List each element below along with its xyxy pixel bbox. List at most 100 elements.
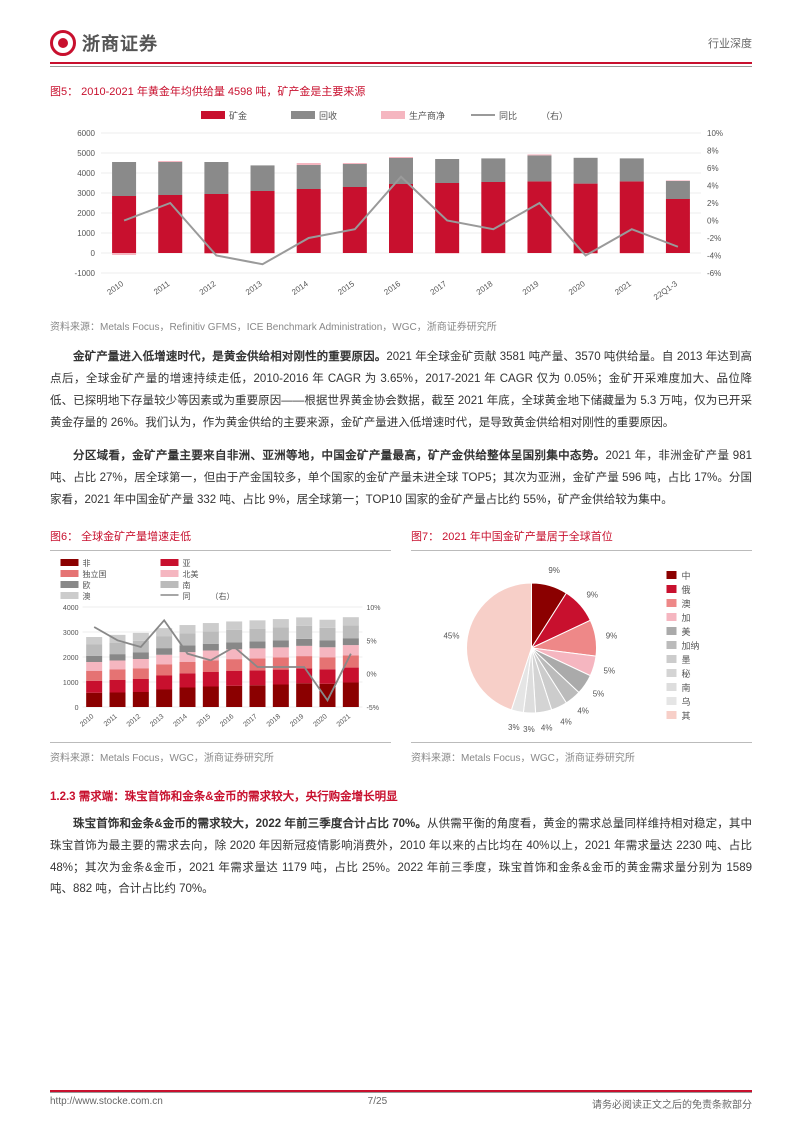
fig6-title: 图6： 全球金矿产量增速走低 xyxy=(50,528,391,544)
svg-text:3000: 3000 xyxy=(63,630,79,637)
svg-text:生产商净: 生产商净 xyxy=(409,110,445,121)
svg-text:同: 同 xyxy=(183,592,191,601)
svg-text:2021: 2021 xyxy=(336,713,353,728)
page-footer: http://www.stocke.com.cn 7/25 请务必阅读正文之后的… xyxy=(50,1092,752,1111)
para1-bold: 金矿产量进入低增速时代，是黄金供给相对刚性的重要原因。 xyxy=(73,351,386,363)
svg-text:2013: 2013 xyxy=(149,713,166,728)
svg-text:5%: 5% xyxy=(593,689,605,698)
brand-logo: 浙商证券 xyxy=(50,30,158,56)
svg-text:-2%: -2% xyxy=(707,234,721,243)
svg-text:非: 非 xyxy=(83,558,91,568)
svg-text:5000: 5000 xyxy=(77,149,95,158)
svg-text:2011: 2011 xyxy=(103,713,119,728)
paragraph-1: 金矿产量进入低增速时代，是黄金供给相对刚性的重要原因。2021 年全球金矿贡献 … xyxy=(50,347,752,434)
logo-icon xyxy=(50,30,76,56)
para3-bold: 珠宝首饰和金条&金币的需求较大，2022 年前三季度合计占比 70%。 xyxy=(73,818,427,830)
svg-text:4000: 4000 xyxy=(63,605,79,612)
footer-disclaimer: 请务必阅读正文之后的免责条款部分 xyxy=(592,1096,752,1111)
fig6-chart: 非亚独立国北美欧南澳同（右）01000200030004000-5%0%5%10… xyxy=(50,553,391,733)
svg-text:4000: 4000 xyxy=(77,169,95,178)
svg-text:加纳: 加纳 xyxy=(682,640,700,651)
header-gray-rule xyxy=(50,66,752,67)
fig5-source: 资料来源：Metals Focus，Refinitiv GFMS，ICE Ben… xyxy=(50,318,752,333)
svg-text:2015: 2015 xyxy=(196,713,213,728)
svg-text:同比: 同比 xyxy=(499,110,517,121)
svg-text:6000: 6000 xyxy=(77,129,95,138)
svg-text:9%: 9% xyxy=(606,631,618,640)
section-1-2-3-title: 1.2.3 需求端：珠宝首饰和金条&金币的需求较大，央行购金增长明显 xyxy=(50,788,752,804)
svg-text:中: 中 xyxy=(682,570,691,581)
svg-text:2018: 2018 xyxy=(266,713,283,728)
svg-text:2015: 2015 xyxy=(336,279,356,297)
page-header: 浙商证券 行业深度 xyxy=(50,30,752,56)
svg-text:4%: 4% xyxy=(707,182,719,191)
svg-text:2016: 2016 xyxy=(219,713,236,728)
svg-text:北美: 北美 xyxy=(183,569,199,579)
svg-text:5%: 5% xyxy=(367,638,377,645)
svg-text:加: 加 xyxy=(682,613,691,623)
svg-text:欧: 欧 xyxy=(83,580,91,590)
svg-text:2016: 2016 xyxy=(382,279,402,297)
svg-text:2013: 2013 xyxy=(244,279,264,297)
doc-category: 行业深度 xyxy=(708,35,752,51)
footer-red-rule xyxy=(50,1090,752,1092)
svg-text:其: 其 xyxy=(682,711,691,721)
svg-text:美: 美 xyxy=(682,626,691,637)
footer-page: 7/25 xyxy=(368,1096,387,1111)
svg-text:乌: 乌 xyxy=(682,696,691,707)
paragraph-3: 珠宝首饰和金条&金币的需求较大，2022 年前三季度合计占比 70%。从供需平衡… xyxy=(50,814,752,901)
fig6-source: 资料来源：Metals Focus，WGC，浙商证券研究所 xyxy=(50,749,391,764)
svg-text:9%: 9% xyxy=(548,566,560,575)
svg-text:2014: 2014 xyxy=(290,279,310,297)
svg-text:2017: 2017 xyxy=(429,279,449,297)
svg-text:-4%: -4% xyxy=(707,252,721,261)
svg-text:0: 0 xyxy=(91,249,96,258)
svg-text:3%: 3% xyxy=(523,725,535,733)
svg-text:秘: 秘 xyxy=(682,668,691,679)
paragraph-2: 分区域看，金矿产量主要来自非洲、亚洲等地，中国金矿产量最高，矿产金供给整体呈国别… xyxy=(50,446,752,512)
svg-text:1000: 1000 xyxy=(63,680,79,687)
svg-text:2019: 2019 xyxy=(289,713,306,728)
svg-text:0%: 0% xyxy=(367,672,377,679)
svg-text:2020: 2020 xyxy=(567,279,587,297)
svg-text:2000: 2000 xyxy=(63,655,79,662)
svg-text:2018: 2018 xyxy=(475,279,495,297)
fig7-chart: 9%9%9%5%5%4%4%4%3%3%45%中俄澳加美加纳墨秘南乌其 xyxy=(411,553,752,733)
svg-text:澳: 澳 xyxy=(682,598,691,609)
para2-bold: 分区域看，金矿产量主要来自非洲、亚洲等地，中国金矿产量最高，矿产金供给整体呈国别… xyxy=(73,450,606,462)
svg-text:俄: 俄 xyxy=(682,584,691,595)
svg-text:澳: 澳 xyxy=(83,591,91,601)
svg-text:矿金: 矿金 xyxy=(229,110,247,121)
svg-text:南: 南 xyxy=(183,580,191,590)
svg-text:墨: 墨 xyxy=(682,655,691,665)
svg-text:6%: 6% xyxy=(707,164,719,173)
svg-text:2%: 2% xyxy=(707,199,719,208)
svg-text:-1000: -1000 xyxy=(75,269,96,278)
svg-text:2017: 2017 xyxy=(242,713,259,728)
svg-text:2012: 2012 xyxy=(198,279,218,297)
svg-text:-5%: -5% xyxy=(367,705,379,712)
svg-text:2010: 2010 xyxy=(79,713,96,728)
brand-name: 浙商证券 xyxy=(82,30,158,56)
svg-text:（右）: （右） xyxy=(211,591,235,601)
svg-text:2019: 2019 xyxy=(521,279,541,297)
svg-text:（右）: （右） xyxy=(541,110,568,121)
svg-text:9%: 9% xyxy=(586,590,598,599)
svg-text:南: 南 xyxy=(682,682,691,693)
fig5-chart: 矿金回收生产商净同比（右）-10000100020003000400050006… xyxy=(50,105,752,305)
svg-text:10%: 10% xyxy=(707,129,723,138)
svg-text:1000: 1000 xyxy=(77,229,95,238)
fig7-source: 资料来源：Metals Focus，WGC，浙商证券研究所 xyxy=(411,749,752,764)
svg-text:2012: 2012 xyxy=(126,713,143,728)
svg-text:2021: 2021 xyxy=(613,279,633,297)
svg-text:4%: 4% xyxy=(560,717,572,726)
fig7-title: 图7： 2021 年中国金矿产量居于全球首位 xyxy=(411,528,752,544)
svg-text:亚: 亚 xyxy=(183,559,191,568)
svg-text:5%: 5% xyxy=(604,667,616,676)
svg-text:0%: 0% xyxy=(707,217,719,226)
svg-text:45%: 45% xyxy=(443,631,459,640)
svg-text:独立国: 独立国 xyxy=(83,569,107,579)
svg-text:2011: 2011 xyxy=(152,279,172,297)
svg-text:-6%: -6% xyxy=(707,269,721,278)
svg-text:2014: 2014 xyxy=(172,713,189,728)
